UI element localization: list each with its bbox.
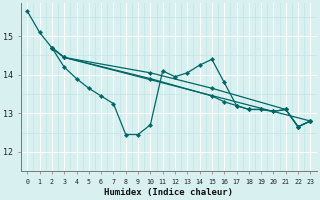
X-axis label: Humidex (Indice chaleur): Humidex (Indice chaleur) — [104, 188, 233, 197]
